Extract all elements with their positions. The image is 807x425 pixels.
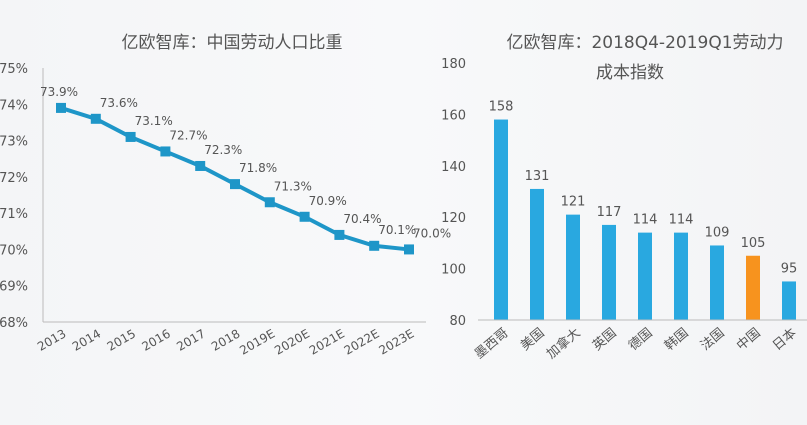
data-point [369,240,380,251]
x-tick-label: 加拿大 [543,325,583,362]
y-tick-label: 69% [0,280,28,295]
x-tick-label: 韩国 [662,326,692,354]
data-label: 72.7% [169,128,207,142]
data-label: 70.9% [309,194,347,208]
y-tick-label: 73% [0,135,28,150]
y-tick-label: 80 [449,314,466,329]
data-point [160,146,171,157]
bar-value-label: 109 [705,225,730,240]
bar-value-label: 114 [669,213,694,228]
y-tick-label: 75% [0,62,28,77]
x-tick-label: 2022E [342,326,382,357]
x-tick-label: 日本 [770,326,800,354]
data-point [334,229,345,240]
y-tick-label: 160 [441,108,466,123]
y-tick-label: 70% [0,243,28,258]
bar-value-label: 117 [597,205,622,220]
data-point [264,197,275,208]
y-tick-label: 72% [0,171,28,186]
bar-value-label: 121 [561,195,586,210]
data-point [404,244,414,255]
x-tick-label: 美国 [518,326,548,354]
x-tick-label: 2018 [209,326,242,353]
bar [530,188,544,320]
bar [746,255,760,320]
bar [494,119,508,320]
data-point [195,160,206,171]
data-point [125,131,136,142]
bar [782,281,796,320]
y-tick-label: 68% [0,316,28,331]
bar-value-label: 95 [781,261,798,276]
bar-value-label: 114 [633,213,658,228]
bar [710,245,724,320]
x-tick-label: 2017 [174,326,207,353]
data-point [230,179,240,190]
data-label: 71.8% [239,161,277,175]
x-tick-label: 中国 [734,326,764,354]
bar [638,232,652,320]
x-tick-label: 2016 [139,326,172,353]
data-label: 70.4% [343,212,381,226]
data-label: 73.6% [100,96,138,110]
bar [566,214,580,320]
bar-value-label: 131 [525,169,550,184]
bar [602,224,616,320]
x-tick-label: 2013 [35,326,68,353]
bar [674,232,688,320]
x-tick-label: 2021E [307,326,347,357]
x-tick-label: 英国 [590,326,620,354]
bar-value-label: 105 [741,236,766,251]
bar-chart-title-line2: 成本指数 [596,63,664,83]
bar-value-label: 158 [489,100,514,115]
data-label: 71.3% [274,179,312,193]
data-label: 70.1% [378,223,416,237]
bar-chart-title-line1: 亿欧智库：2018Q4-2019Q1劳动力 [506,33,783,53]
y-tick-label: 180 [441,57,466,72]
series-line [60,106,410,252]
data-point [56,102,66,113]
data-point [90,113,101,124]
x-tick-label: 2020E [272,326,312,357]
line-chart-title: 亿欧智库：中国劳动人口比重 [122,33,343,53]
x-tick-label: 2019E [237,326,277,357]
x-tick-label: 2014 [70,326,103,353]
y-tick-label: 100 [441,263,466,278]
y-tick-label: 71% [0,207,28,222]
y-tick-label: 74% [0,98,28,113]
x-tick-label: 2015 [105,326,138,353]
data-point [299,211,310,222]
x-tick-label: 2023E [376,326,416,357]
x-tick-label: 德国 [626,326,656,354]
data-label: 73.1% [135,114,173,128]
x-tick-label: 墨西哥 [472,326,512,363]
data-label: 70.0% [413,226,451,240]
y-tick-label: 140 [441,160,466,175]
x-tick-label: 法国 [698,326,728,354]
data-label: 73.9% [40,85,78,99]
data-label: 72.3% [204,143,242,157]
y-tick-label: 120 [441,211,466,226]
